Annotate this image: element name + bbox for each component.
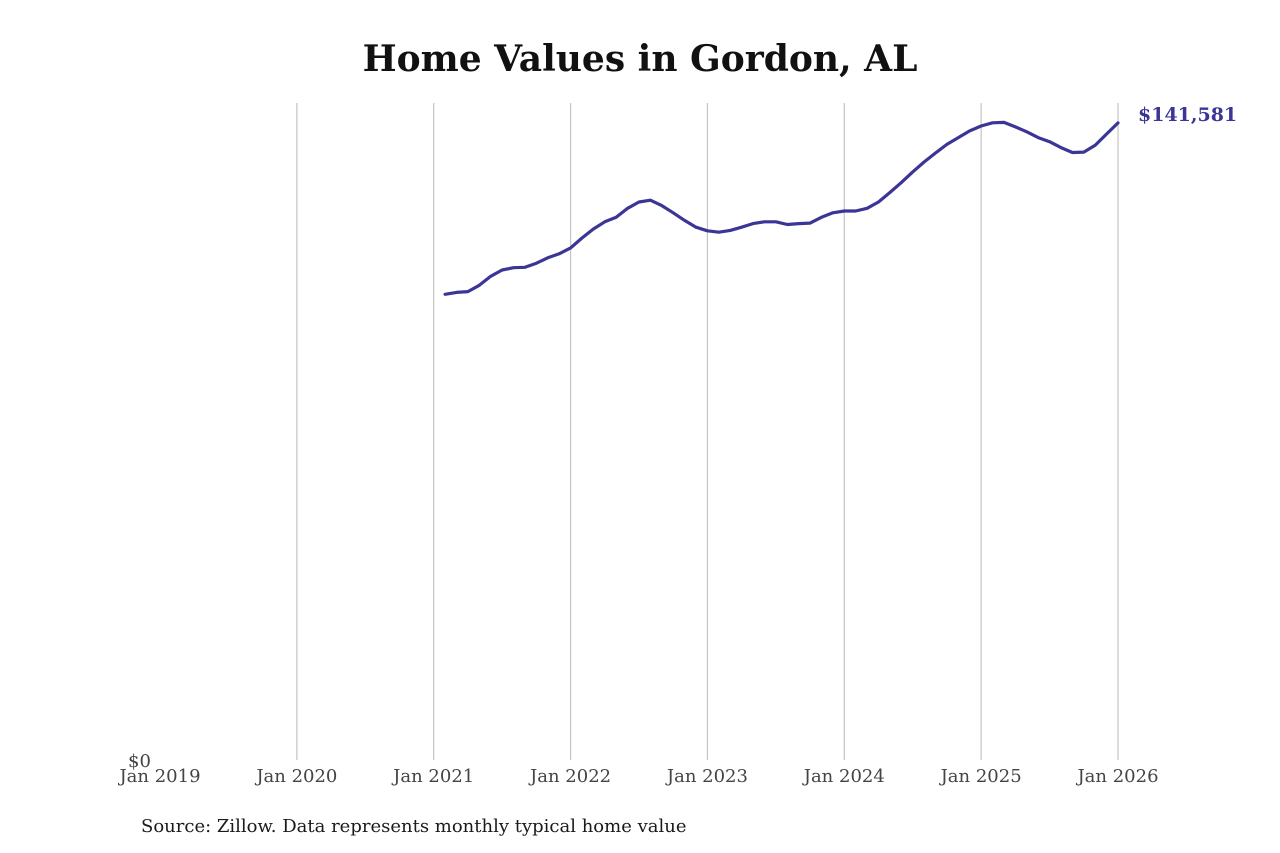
x-tick-label: Jan 2023 — [665, 766, 748, 787]
x-tick-label: Jan 2026 — [1075, 766, 1158, 787]
chart-title: Home Values in Gordon, AL — [362, 38, 918, 80]
x-tick-label: Jan 2024 — [802, 766, 885, 787]
series-layer — [443, 120, 1120, 296]
source-note: Source: Zillow. Data represents monthly … — [141, 816, 687, 837]
gridlines — [296, 103, 1119, 760]
end-value-label: $141,581 — [1138, 104, 1237, 126]
y-axis-ticks: $0 — [128, 751, 151, 772]
series-line-0 — [443, 120, 1120, 296]
x-axis-ticks: Jan 2019 Jan 2020 Jan 2021 Jan 2022 Jan 2023… — [117, 766, 1158, 787]
x-tick-label: Jan 2019 — [117, 766, 200, 787]
y-tick-label: $0 — [128, 751, 151, 772]
end-label-layer: $141,581 — [1138, 104, 1237, 126]
x-tick-label: Jan 2025 — [939, 766, 1022, 787]
x-tick-label: Jan 2020 — [254, 766, 337, 787]
x-tick-label: Jan 2022 — [528, 766, 611, 787]
x-tick-label: Jan 2021 — [391, 766, 474, 787]
